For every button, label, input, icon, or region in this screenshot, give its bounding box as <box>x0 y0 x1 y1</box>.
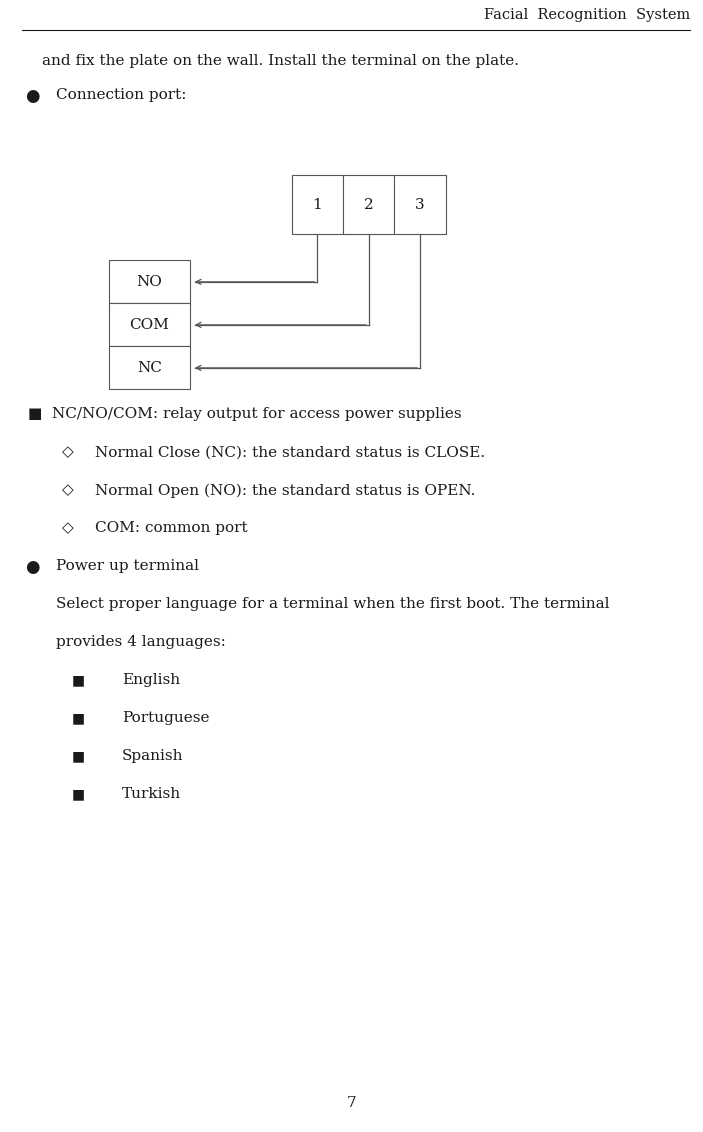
Text: 2: 2 <box>364 198 373 212</box>
Text: Normal Close (NC): the standard status is CLOSE.: Normal Close (NC): the standard status i… <box>95 445 485 460</box>
Text: ■: ■ <box>72 674 85 687</box>
Text: ●: ● <box>25 559 39 576</box>
Text: Spanish: Spanish <box>122 749 183 763</box>
Text: 7: 7 <box>347 1096 356 1110</box>
Text: NC/NO/COM: relay output for access power supplies: NC/NO/COM: relay output for access power… <box>52 408 462 421</box>
Text: ■: ■ <box>28 408 42 421</box>
Text: ◇: ◇ <box>62 483 74 497</box>
Bar <box>109 260 190 303</box>
Bar <box>292 175 343 234</box>
Text: and fix the plate on the wall. Install the terminal on the plate.: and fix the plate on the wall. Install t… <box>42 54 519 68</box>
Text: Connection port:: Connection port: <box>56 87 186 102</box>
Text: Turkish: Turkish <box>122 788 181 801</box>
Text: Facial  Recognition  System: Facial Recognition System <box>484 8 690 22</box>
Text: Normal Open (NO): the standard status is OPEN.: Normal Open (NO): the standard status is… <box>95 483 475 498</box>
Text: ■: ■ <box>72 711 85 726</box>
Text: ■: ■ <box>72 788 85 801</box>
Text: provides 4 languages:: provides 4 languages: <box>56 635 226 650</box>
Text: COM: COM <box>129 318 169 332</box>
Text: COM: common port: COM: common port <box>95 522 247 535</box>
Text: NO: NO <box>136 275 162 289</box>
Bar <box>109 346 190 389</box>
Text: ●: ● <box>25 88 39 105</box>
Bar <box>109 303 190 346</box>
Text: 1: 1 <box>313 198 322 212</box>
Text: ◇: ◇ <box>62 522 74 535</box>
Text: English: English <box>122 674 180 687</box>
Text: ■: ■ <box>72 749 85 763</box>
Bar <box>394 175 446 234</box>
Text: Power up terminal: Power up terminal <box>56 559 199 574</box>
Text: NC: NC <box>137 361 162 375</box>
Text: 3: 3 <box>415 198 425 212</box>
Text: Select proper language for a terminal when the first boot. The terminal: Select proper language for a terminal wh… <box>56 598 610 611</box>
Text: ◇: ◇ <box>62 445 74 460</box>
Bar <box>343 175 394 234</box>
Text: Portuguese: Portuguese <box>122 711 209 726</box>
